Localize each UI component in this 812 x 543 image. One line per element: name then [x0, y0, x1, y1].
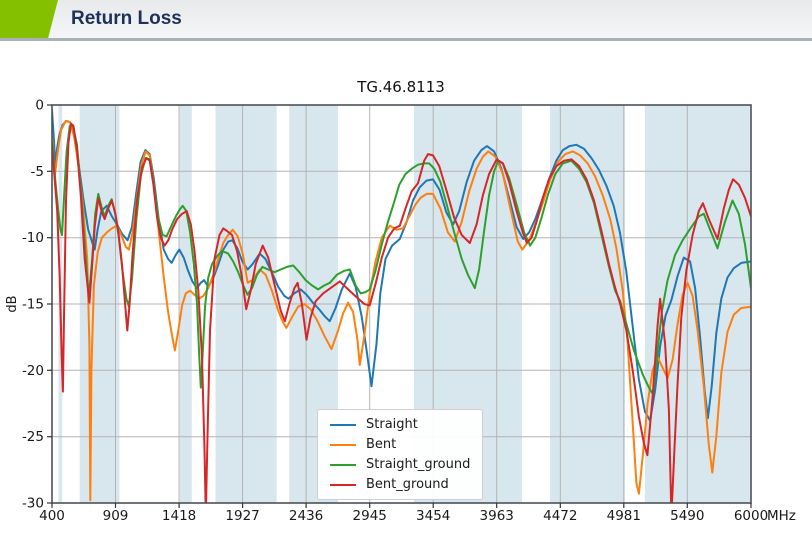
chart-legend: Straight Bent Straight_ground Bent_ground: [317, 409, 484, 500]
page-title: Return Loss: [71, 8, 182, 29]
legend-item: Bent_ground: [330, 477, 470, 492]
x-tick-label: 400: [39, 508, 65, 524]
x-tick-label: 5490: [670, 508, 704, 524]
y-tick-label: 0: [35, 98, 44, 114]
legend-label: Straight: [366, 417, 418, 432]
legend-swatch: [330, 423, 356, 426]
legend-swatch: [330, 483, 356, 486]
legend-item: Straight_ground: [330, 457, 470, 472]
legend-label: Straight_ground: [366, 457, 471, 472]
x-tick-label: 4981: [607, 508, 641, 524]
y-tick-label: -15: [22, 297, 44, 313]
x-tick-label: 1927: [225, 508, 259, 524]
return-loss-chart: 400 909 1418 1927 2436 2945 3454 3963 4472 4981 54…: [5, 78, 796, 524]
x-tick-label: 6000: [734, 508, 768, 524]
x-tick-label: 3454: [416, 508, 450, 524]
legend-item: Bent: [330, 437, 470, 452]
y-tick-label: -30: [22, 496, 44, 512]
x-tick-label: 2436: [289, 508, 323, 524]
legend-label: Bent_ground: [366, 477, 449, 492]
legend-swatch: [330, 443, 356, 446]
x-tick-label: 4472: [543, 508, 577, 524]
legend-label: Bent: [366, 437, 397, 452]
chart-title: TG.46.8113: [356, 78, 445, 96]
x-tick-label: 3963: [480, 508, 514, 524]
y-tick-label: -5: [31, 164, 44, 180]
x-axis-unit: MHz: [767, 508, 796, 524]
header-accent-shape: [0, 0, 58, 38]
y-tick-label: -10: [22, 230, 44, 246]
series-line-Straight: [52, 109, 751, 422]
legend-swatch: [330, 463, 356, 466]
chart-area: 400 909 1418 1927 2436 2945 3454 3963 4472 4981 54…: [0, 41, 812, 538]
header-bar: Return Loss: [0, 0, 812, 41]
series-line-Bent_ground: [52, 122, 751, 503]
x-tick-label: 1418: [162, 508, 196, 524]
y-tick-label: -20: [22, 363, 44, 379]
series-line-Bent: [52, 119, 751, 502]
legend-item: Straight: [330, 417, 470, 432]
x-tick-label: 2945: [353, 508, 387, 524]
y-axis-label: dB: [5, 295, 20, 312]
x-tick-label: 909: [103, 508, 129, 524]
y-tick-label: -25: [22, 429, 44, 445]
